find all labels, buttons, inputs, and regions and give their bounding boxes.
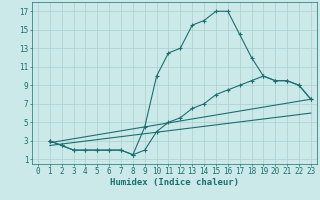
X-axis label: Humidex (Indice chaleur): Humidex (Indice chaleur)	[110, 178, 239, 187]
